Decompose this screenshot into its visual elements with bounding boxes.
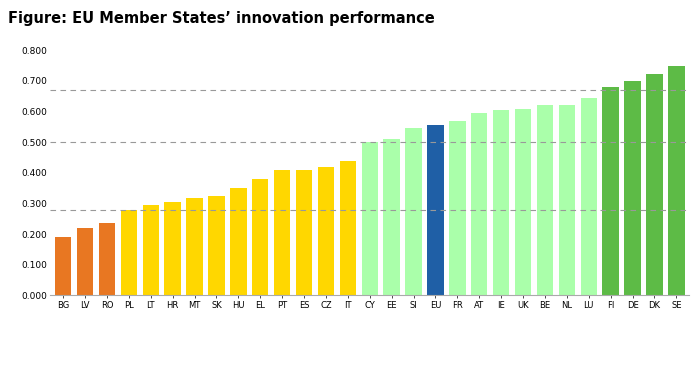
Bar — [274, 170, 291, 295]
Bar — [603, 87, 619, 295]
Bar — [384, 139, 400, 295]
Bar — [296, 170, 312, 295]
Bar — [77, 228, 93, 295]
Bar — [99, 223, 115, 295]
Bar — [186, 198, 203, 295]
Bar — [208, 196, 224, 295]
Bar — [55, 237, 72, 295]
Bar — [318, 167, 334, 295]
Bar — [427, 125, 443, 295]
Bar — [559, 105, 575, 295]
Bar — [537, 106, 553, 295]
Bar — [405, 128, 422, 295]
Bar — [252, 179, 268, 295]
Bar — [493, 110, 509, 295]
Bar — [340, 161, 356, 295]
Bar — [471, 113, 487, 295]
Bar — [449, 121, 466, 295]
Bar — [165, 202, 181, 295]
Bar — [624, 81, 641, 295]
Bar — [580, 98, 597, 295]
Bar — [361, 142, 378, 295]
Text: Figure: EU Member States’ innovation performance: Figure: EU Member States’ innovation per… — [8, 11, 435, 26]
Bar — [142, 205, 159, 295]
Bar — [121, 210, 137, 295]
Bar — [646, 74, 662, 295]
Bar — [515, 108, 531, 295]
Bar — [668, 66, 685, 295]
Bar — [230, 188, 247, 295]
